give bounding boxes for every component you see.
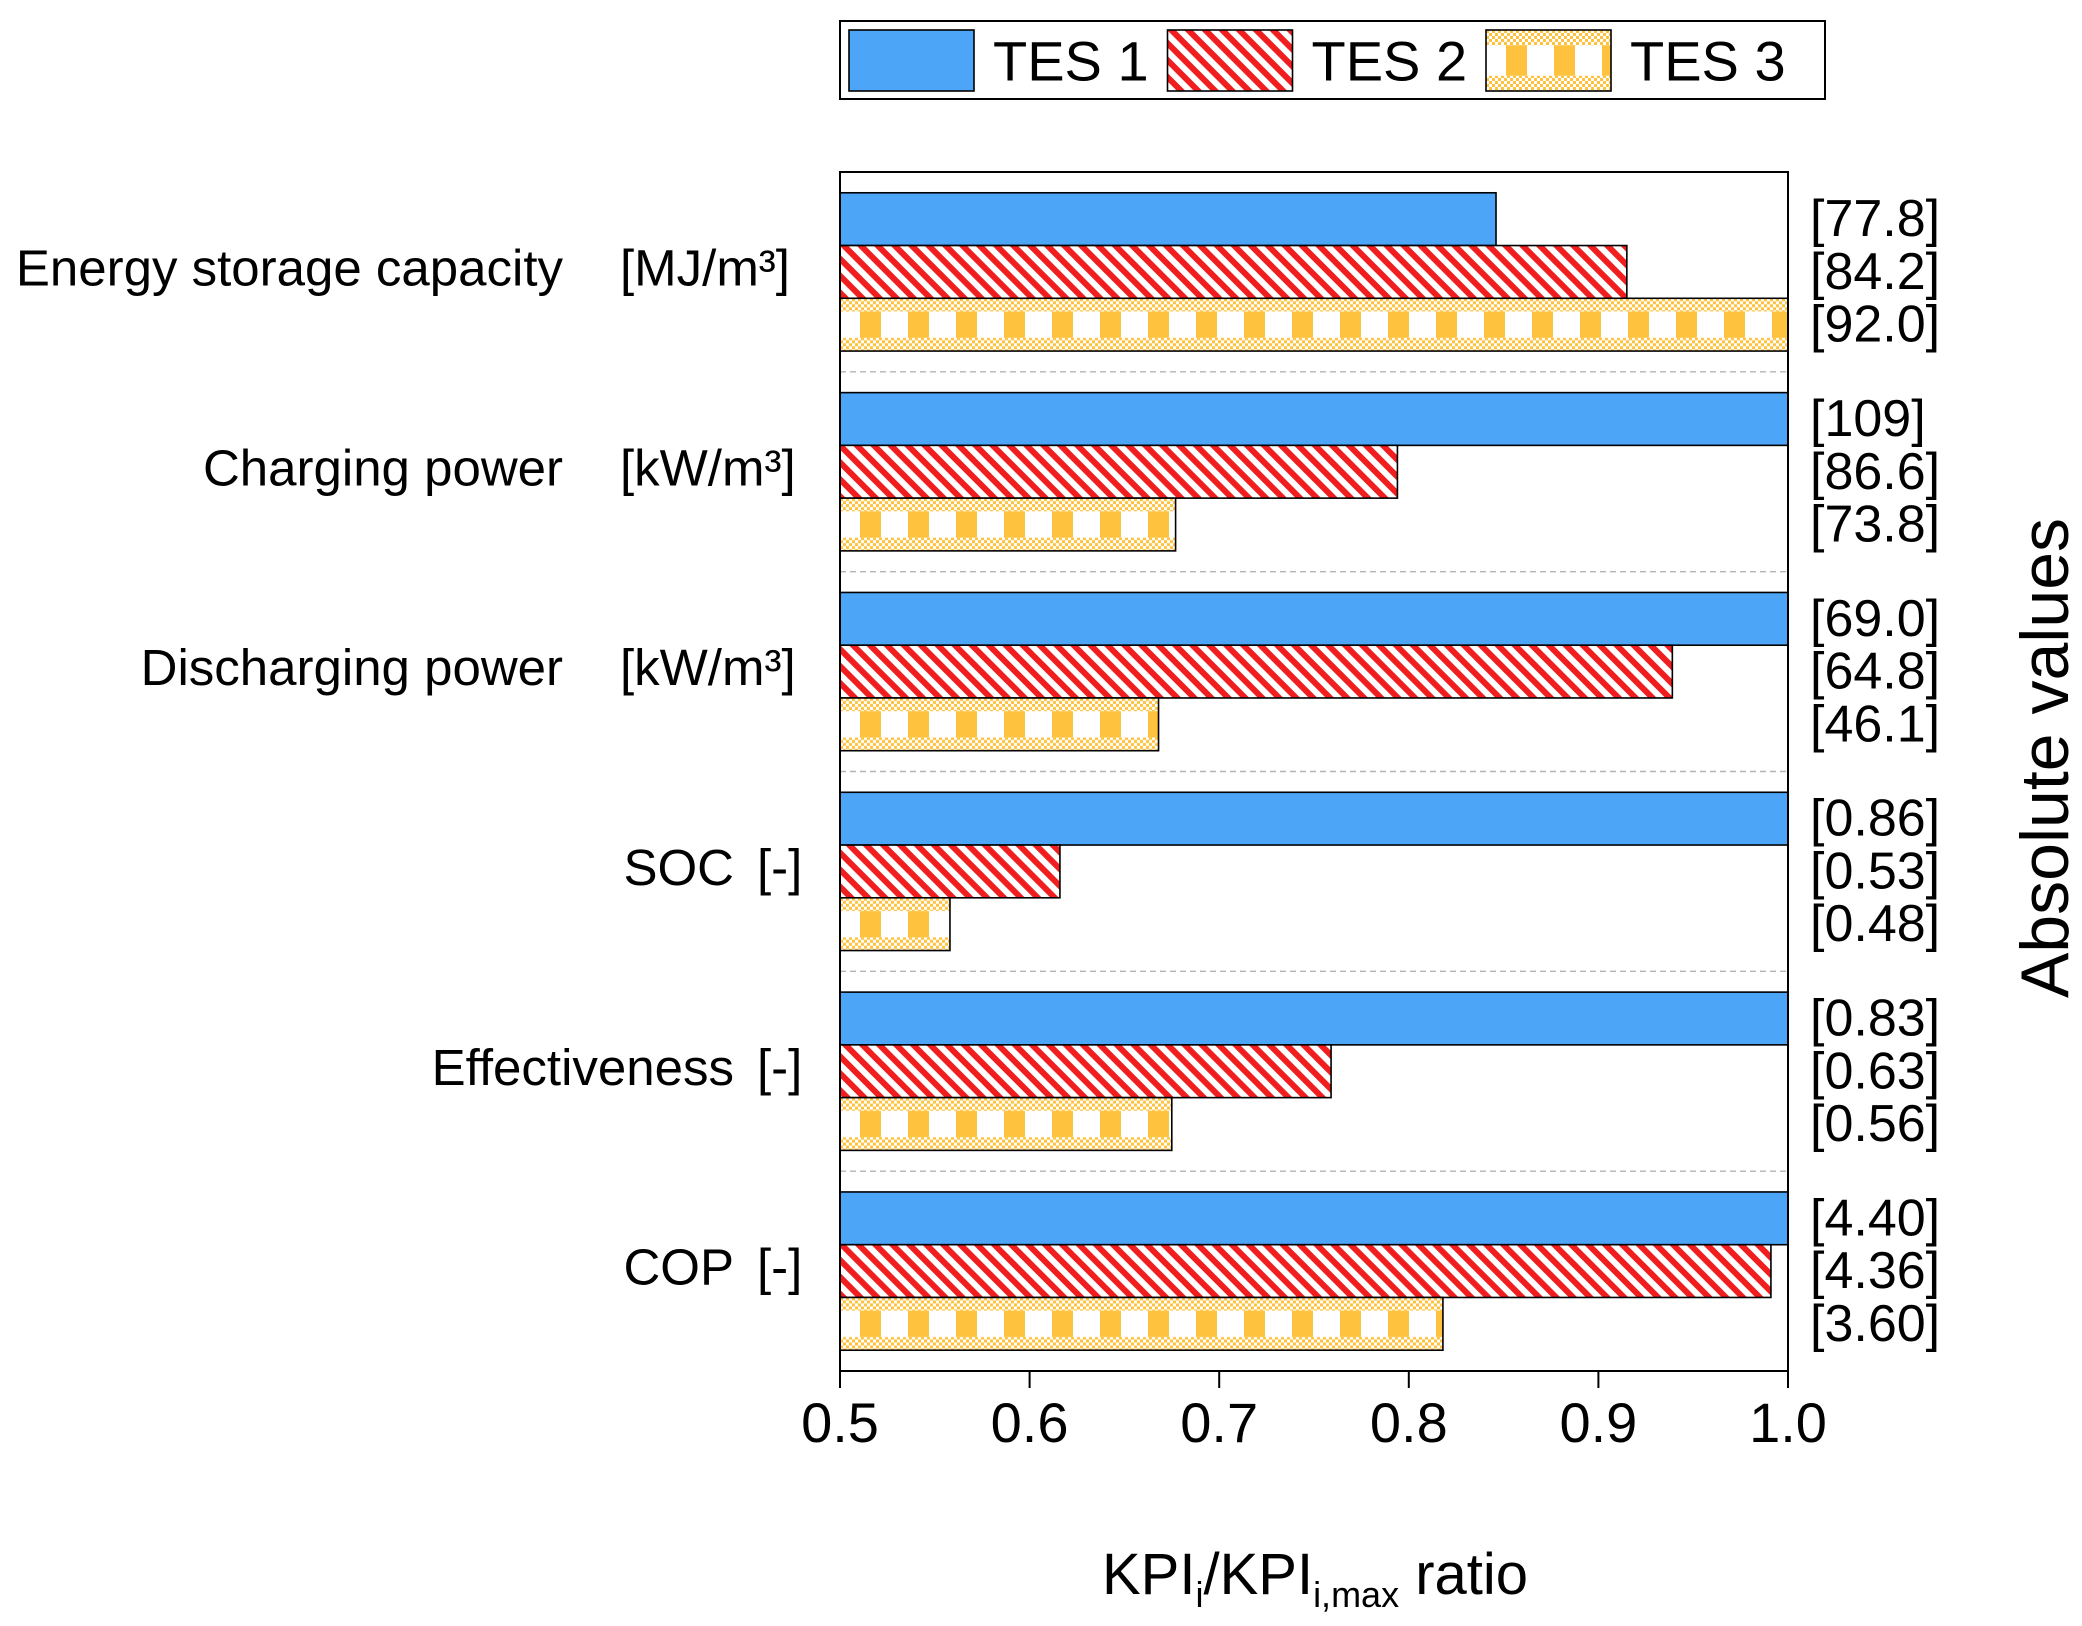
bar-tes-3-charging-power (839, 497, 1177, 552)
bar-tes-2-cop (839, 1243, 1772, 1299)
legend-label-tes-2: TES 2 (1312, 30, 1468, 93)
absolute-value-label-tes-1-cop: [4.40] (1810, 1189, 1940, 1247)
bar-tes-1-cop (839, 1191, 1789, 1246)
bar-tes-1-discharging-power (839, 591, 1789, 647)
absolute-value-label-tes-1-energy-storage-capacity: [77.8] (1810, 190, 1940, 248)
x-axis-title-text: ratio (1399, 1542, 1528, 1607)
absolute-value-label-tes-2-discharging-power: [64.8] (1810, 643, 1940, 701)
x-axis-title-subscript: i (1195, 1574, 1203, 1615)
legend-label-tes-3: TES 3 (1630, 30, 1786, 93)
legend-swatch-tes-2 (1166, 29, 1294, 92)
absolute-value-label-tes-2-energy-storage-capacity: [84.2] (1810, 243, 1940, 301)
bar-tes-2-effectiveness (839, 1044, 1332, 1099)
bars (839, 191, 1789, 1352)
x-tick-label: 0.5 (801, 1391, 879, 1454)
bar-tes-3-energy-storage-capacity (839, 297, 1789, 352)
bar-tes-3-soc (839, 896, 951, 952)
category-label-effectiveness: Effectiveness (432, 1039, 734, 1096)
category-labels: Energy storage capacity [MJ/m³] Charging p… (16, 239, 802, 1295)
category-label-energy-storage-capacity: Energy storage capacity (16, 239, 564, 296)
x-axis: 0.5 0.6 0.7 0.8 0.9 1.0 (801, 1371, 1827, 1454)
x-tick-label: 0.9 (1559, 1391, 1637, 1454)
absolute-value-label-tes-1-effectiveness: [0.83] (1810, 989, 1940, 1047)
category-unit-energy-storage-capacity: [MJ/m³] (620, 239, 790, 296)
absolute-value-label-tes-2-cop: [4.36] (1810, 1242, 1940, 1300)
category-unit-charging-power: [kW/m³] (620, 439, 796, 496)
absolute-value-label-tes-3-cop: [3.60] (1810, 1295, 1940, 1353)
x-axis-title-text: /KPI (1203, 1542, 1313, 1607)
plot-frame (839, 171, 1789, 1372)
category-unit-effectiveness: [-] (757, 1039, 802, 1096)
absolute-value-label-tes-3-charging-power: [73.8] (1810, 496, 1940, 554)
legend-label-tes-1: TES 1 (993, 30, 1149, 93)
category-label-cop: COP (623, 1239, 734, 1296)
absolute-value-label-tes-3-energy-storage-capacity: [92.0] (1810, 296, 1940, 354)
bar-tes-2-discharging-power (839, 644, 1674, 699)
absolute-value-label-tes-1-charging-power: [109] (1810, 390, 1926, 448)
x-tick-label: 0.7 (1180, 1391, 1258, 1454)
absolute-value-label-tes-2-charging-power: [86.6] (1810, 443, 1940, 501)
category-unit-soc: [-] (757, 839, 802, 896)
category-unit-cop: [-] (757, 1239, 802, 1296)
absolute-value-label-tes-3-soc: [0.48] (1810, 895, 1940, 953)
absolute-value-labels: [77.8][84.2][92.0] [109][86.6][73.8] [69.0… (1810, 190, 1940, 1353)
category-unit-discharging-power: [kW/m³] (620, 639, 796, 696)
right-axis-title: Absolute values (2007, 518, 2082, 998)
bar-tes-1-effectiveness (839, 991, 1789, 1046)
bar-tes-2-charging-power (839, 444, 1399, 499)
category-label-soc: SOC (623, 839, 734, 896)
x-tick-label: 0.8 (1370, 1391, 1448, 1454)
absolute-value-label-tes-1-discharging-power: [69.0] (1810, 590, 1940, 648)
x-tick-label: 0.6 (991, 1391, 1069, 1454)
absolute-value-label-tes-3-effectiveness: [0.56] (1810, 1095, 1940, 1153)
bar-tes-3-effectiveness (839, 1096, 1173, 1152)
x-axis-title-subscript: i,max (1313, 1574, 1399, 1615)
bar-tes-1-energy-storage-capacity (839, 191, 1497, 247)
x-tick-label: 1.0 (1749, 1391, 1827, 1454)
bar-tes-2-soc (839, 844, 1061, 899)
category-label-charging-power: Charging power (203, 439, 563, 496)
absolute-value-label-tes-2-soc: [0.53] (1810, 842, 1940, 900)
legend-box (839, 20, 1826, 100)
bar-tes-3-cop (839, 1296, 1444, 1352)
x-axis-title-text: KPI (1102, 1542, 1196, 1607)
legend: TES 1 TES 2 TES 3 (839, 20, 1826, 100)
x-axis-title: KPIi/KPIi,max ratio (1102, 1542, 1528, 1615)
absolute-value-label-tes-2-effectiveness: [0.63] (1810, 1042, 1940, 1100)
bar-tes-1-charging-power (839, 391, 1789, 447)
absolute-value-label-tes-1-soc: [0.86] (1810, 790, 1940, 848)
absolute-value-label-tes-3-discharging-power: [46.1] (1810, 695, 1940, 753)
bar-tes-3-discharging-power (839, 697, 1160, 752)
bar-tes-1-soc (839, 791, 1789, 846)
legend-swatch-tes-1 (848, 29, 975, 92)
bar-tes-2-energy-storage-capacity (839, 244, 1628, 300)
legend-swatch-tes-3 (1485, 29, 1612, 92)
category-label-discharging-power: Discharging power (141, 639, 563, 696)
group-separators (840, 371, 1788, 1172)
